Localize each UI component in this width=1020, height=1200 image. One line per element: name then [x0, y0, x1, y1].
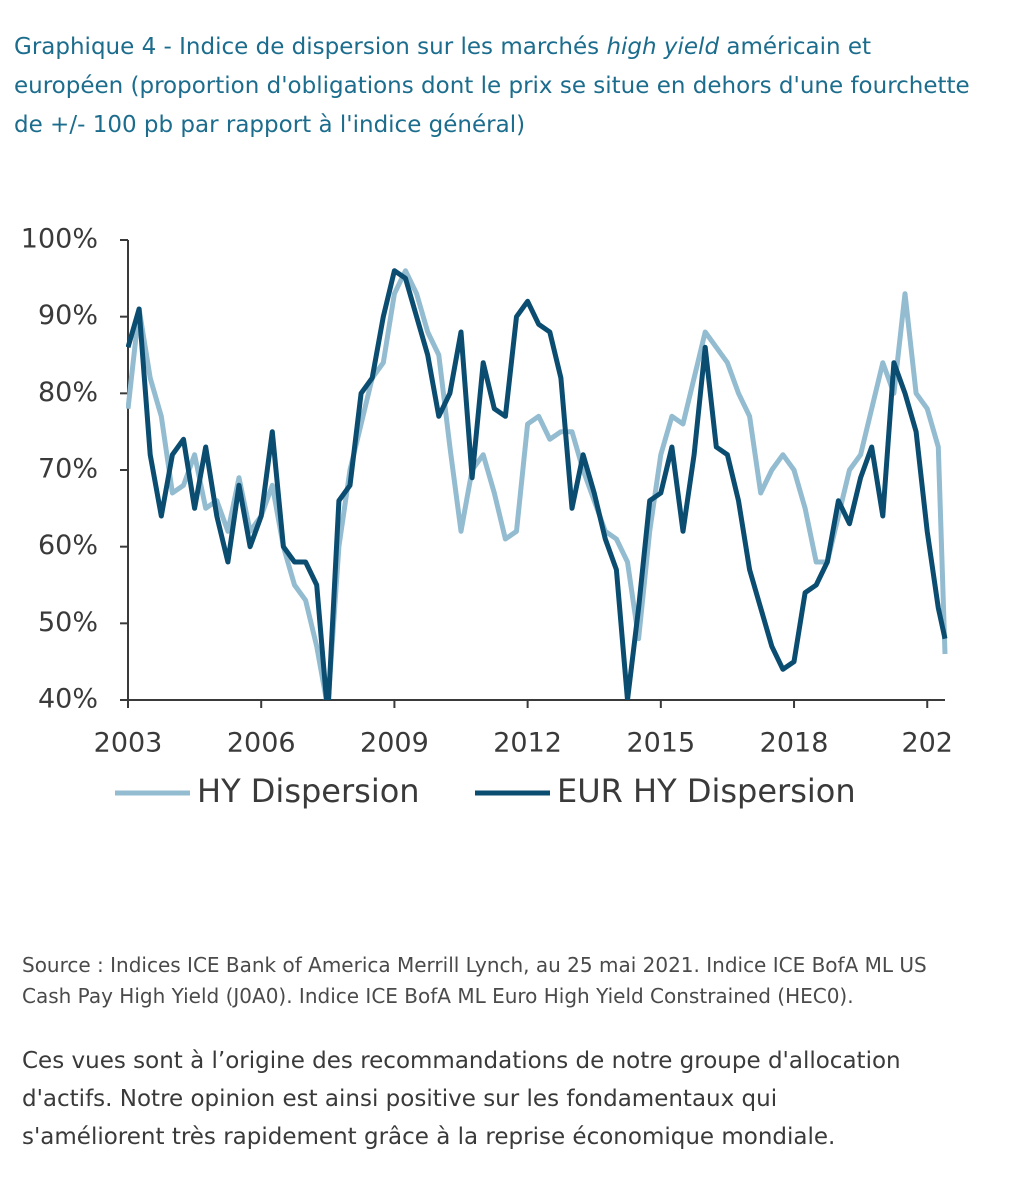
title-part: high yield: [606, 34, 720, 60]
x-tick-label: 2018: [760, 728, 829, 759]
commentary: Ces vues sont à l’origine des recommanda…: [22, 1048, 901, 1150]
y-tick-label: 80%: [38, 377, 98, 408]
x-tick-label: 2012: [493, 728, 562, 759]
y-tick-label: 90%: [38, 300, 98, 331]
chart-title: Graphique 4 - Indice de dispersion sur l…: [14, 28, 974, 145]
x-tick-label: 2006: [227, 728, 296, 759]
x-tick-label: 2015: [626, 728, 695, 759]
x-tick-label: 2003: [94, 728, 163, 759]
y-tick-label: 60%: [38, 530, 98, 561]
y-tick-label: 70%: [38, 454, 98, 485]
source-note: Source : Indices ICE Bank of America Mer…: [22, 953, 927, 1008]
x-tick-label: 202: [901, 728, 953, 759]
chart: 40% 50% 60% 70% 80% 90% 100% 2003 2006 2009 2012 20…: [21, 224, 953, 811]
y-tick-label: 50%: [38, 607, 98, 638]
y-tick-label: 100%: [21, 224, 98, 255]
legend-label: HY Dispersion: [197, 772, 420, 810]
series-line: [126, 268, 948, 700]
x-tick-label: 2009: [360, 728, 429, 759]
series-line: [126, 268, 948, 700]
title-part: Graphique 4 - Indice de dispersion sur l…: [14, 34, 607, 60]
legend-label: EUR HY Dispersion: [557, 772, 856, 810]
y-tick-label: 40%: [38, 684, 98, 715]
title-part: américain et européen (proportion d'obli…: [14, 34, 970, 138]
